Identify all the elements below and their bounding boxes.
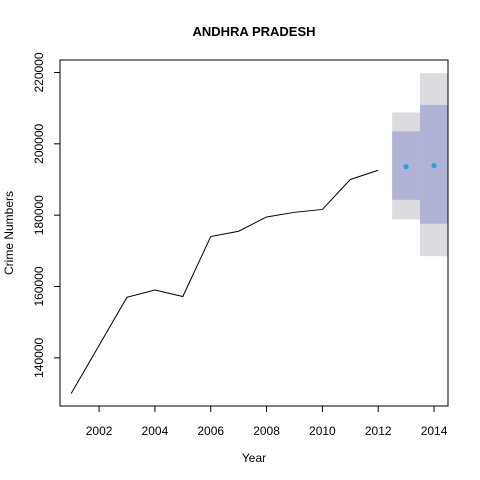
y-axis: 140000 160000 180000 200000 220000 [32,52,60,378]
x-tick-label-2008: 2008 [253,424,280,438]
y-tick-label-160000: 160000 [32,266,46,306]
forecast-points [403,162,437,170]
x-tick-label-2012: 2012 [365,424,392,438]
y-tick-label-200000: 200000 [32,123,46,163]
x-tick-label-2010: 2010 [309,424,336,438]
x-axis: 2002 2004 2006 2008 2010 2012 2014 [86,406,448,438]
chart-title: ANDHRA PRADESH [192,24,315,39]
y-axis-label: Crime Numbers [2,191,16,275]
y-tick-label-180000: 180000 [32,195,46,235]
series-group [70,169,379,394]
series-line-0 [70,169,379,394]
x-tick-label-2014: 2014 [421,424,448,438]
x-tick-label-2004: 2004 [142,424,169,438]
forecast-point-2014 [431,162,437,169]
y-tick-label-220000: 220000 [32,52,46,92]
prediction-bands [392,73,448,257]
x-tick-label-2006: 2006 [197,424,224,438]
y-tick-label-140000: 140000 [32,337,46,377]
plot-frame [59,59,449,407]
x-tick-label-2002: 2002 [86,424,113,438]
forecast-point-2013 [403,164,409,170]
x-axis-label: Year [242,451,266,465]
